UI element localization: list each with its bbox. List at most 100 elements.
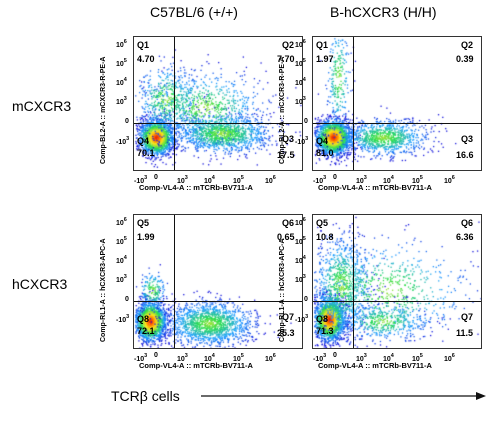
- quadrant-label: Q1: [137, 40, 150, 50]
- quadrant-gate-horizontal: [134, 301, 302, 302]
- x-tick-label: 104: [383, 353, 394, 363]
- density-dots: [313, 37, 481, 170]
- x-tick-label: 103: [177, 353, 188, 363]
- quadrant-label: Q3: [282, 134, 295, 144]
- y-tick-label: 106: [116, 217, 127, 227]
- quadrant-label: Q8: [137, 314, 150, 324]
- y-tick-label: 105: [116, 58, 127, 68]
- quadrant-gate-horizontal: [134, 123, 302, 124]
- x-tick-label: 103: [177, 175, 188, 185]
- y-axis-title: Comp-RL1-A :: hCXCR3-APC-A: [279, 238, 286, 342]
- quadrant-percentage: 72.1: [137, 326, 155, 336]
- x-tick-label: 106: [444, 353, 455, 363]
- x-tick-label: 105: [233, 353, 244, 363]
- quadrant-label: Q7: [461, 312, 474, 322]
- y-axis-title: Comp-BL2-A :: mCXCR3-R-PE-A: [279, 56, 286, 164]
- quadrant-gate-vertical: [353, 37, 354, 170]
- row-label-mcxcr3: mCXCR3: [12, 98, 72, 114]
- quadrant-label: Q2: [461, 40, 474, 50]
- quadrant-label: Q2: [282, 40, 295, 50]
- quadrant-gate-vertical: [174, 215, 175, 348]
- x-tick-label: 106: [265, 353, 276, 363]
- y-tick-label: 106: [116, 39, 127, 49]
- quadrant-label: Q1: [316, 40, 329, 50]
- x-tick-label: 105: [412, 353, 423, 363]
- y-tick-label: 104: [295, 77, 306, 87]
- y-tick-label: -103: [116, 136, 130, 146]
- density-dots: [313, 215, 481, 348]
- x-tick-label: 104: [383, 175, 394, 185]
- density-dots: [134, 215, 302, 348]
- quadrant-label: Q7: [282, 312, 295, 322]
- y-tick-label: 105: [116, 236, 127, 246]
- quadrant-percentage: 17.5: [277, 150, 295, 160]
- quadrant-label: Q6: [282, 218, 295, 228]
- quadrant-label: Q5: [316, 218, 329, 228]
- y-tick-label: 103: [295, 274, 306, 284]
- quadrant-percentage: 25.3: [277, 328, 295, 338]
- quadrant-label: Q6: [461, 218, 474, 228]
- y-tick-label: 103: [295, 96, 306, 106]
- quadrant-gate-vertical: [353, 215, 354, 348]
- x-tick-label: 0: [154, 174, 158, 181]
- row-label-hcxcr3: hCXCR3: [12, 276, 68, 292]
- quadrant-label: Q8: [316, 314, 329, 324]
- column-title-humanized: B-hCXCR3 (H/H): [330, 4, 437, 20]
- column-title-wildtype: C57BL/6 (+/+): [150, 4, 238, 20]
- x-tick-label: -103: [313, 175, 327, 185]
- y-tick-label: 104: [116, 77, 127, 87]
- quadrant-gate-vertical: [174, 37, 175, 170]
- quadrant-percentage: 1.97: [316, 54, 334, 64]
- y-tick-label: 103: [116, 274, 127, 284]
- quadrant-percentage: 1.99: [137, 232, 155, 242]
- y-tick-label: 106: [295, 39, 306, 49]
- x-tick-label: 106: [265, 175, 276, 185]
- x-tick-label: 103: [356, 175, 367, 185]
- quadrant-percentage: 10.8: [316, 232, 334, 242]
- x-tick-label: 105: [233, 175, 244, 185]
- x-axis-title: Comp-VL4-A :: mTCRb-BV711-A: [139, 183, 253, 192]
- x-axis-title: Comp-VL4-A :: mTCRb-BV711-A: [318, 183, 432, 192]
- quadrant-gate-horizontal: [313, 301, 481, 302]
- y-tick-label: 103: [116, 96, 127, 106]
- x-tick-label: 104: [204, 353, 215, 363]
- x-axis-title: Comp-VL4-A :: mTCRb-BV711-A: [139, 361, 253, 370]
- x-tick-label: 106: [444, 175, 455, 185]
- y-tick-label: 104: [295, 255, 306, 265]
- x-tick-label: 0: [333, 352, 337, 359]
- x-tick-label: -103: [134, 353, 148, 363]
- y-tick-label: -103: [295, 136, 309, 146]
- quadrant-label: Q3: [461, 134, 474, 144]
- flow-plot-panel: Q1 4.70 Q2 7.70 Q3 17.5 Q4 70.1: [133, 36, 303, 171]
- flow-plot-panel: Q1 1.97 Q2 0.39 Q3 16.6 Q4 81.0: [312, 36, 482, 171]
- quadrant-label: Q4: [316, 136, 329, 146]
- quadrant-percentage: 4.70: [137, 54, 155, 64]
- x-tick-label: -103: [313, 353, 327, 363]
- quadrant-percentage: 0.39: [456, 54, 474, 64]
- y-tick-label: 105: [295, 58, 306, 68]
- x-tick-label: 105: [412, 175, 423, 185]
- quadrant-percentage: 16.6: [456, 150, 474, 160]
- quadrant-percentage: 11.5: [456, 328, 474, 338]
- flow-plot-panel: Q5 1.99 Q6 0.65 Q7 25.3 Q8 72.1: [133, 214, 303, 349]
- quadrant-label: Q5: [137, 218, 150, 228]
- x-axis-title: Comp-VL4-A :: mTCRb-BV711-A: [318, 361, 432, 370]
- y-tick-label: 105: [295, 236, 306, 246]
- density-dots: [134, 37, 302, 170]
- y-axis-title: Comp-BL2-A :: mCXCR3-R-PE-A: [100, 56, 107, 164]
- quadrant-percentage: 0.65: [277, 232, 295, 242]
- quadrant-label: Q4: [137, 136, 150, 146]
- y-tick-label: 106: [295, 217, 306, 227]
- y-tick-label: -103: [116, 314, 130, 324]
- y-tick-label: 0: [125, 118, 129, 125]
- quadrant-gate-horizontal: [313, 123, 481, 124]
- quadrant-percentage: 7.70: [277, 54, 295, 64]
- quadrant-percentage: 81.0: [316, 148, 334, 158]
- quadrant-percentage: 70.1: [137, 148, 155, 158]
- y-tick-label: 0: [304, 118, 308, 125]
- x-tick-label: 103: [356, 353, 367, 363]
- x-tick-label: 0: [154, 352, 158, 359]
- y-tick-label: 104: [116, 255, 127, 265]
- x-tick-label: -103: [134, 175, 148, 185]
- y-axis-title: Comp-RL1-A :: hCXCR3-APC-A: [100, 238, 107, 342]
